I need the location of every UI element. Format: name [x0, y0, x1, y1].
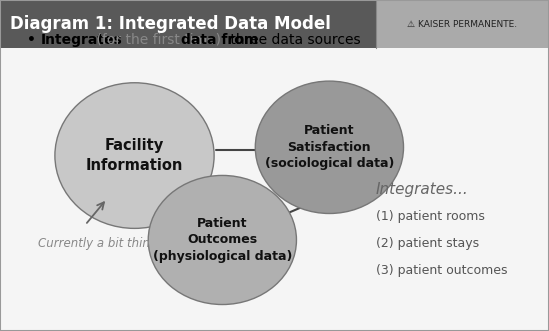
Text: Facility
Information: Facility Information — [86, 138, 183, 173]
Text: ⚠ KAISER PERMANENTE.: ⚠ KAISER PERMANENTE. — [407, 20, 517, 28]
Text: (3) patient outcomes: (3) patient outcomes — [376, 264, 508, 277]
Text: (1) patient rooms: (1) patient rooms — [376, 210, 485, 223]
Text: Integrates...: Integrates... — [376, 182, 469, 197]
Text: three data sources: three data sources — [226, 33, 361, 47]
Bar — [0, 0, 376, 48]
Text: Diagram 1: Integrated Data Model: Diagram 1: Integrated Data Model — [10, 15, 330, 33]
Text: Patient
Satisfaction
(sociological data): Patient Satisfaction (sociological data) — [265, 124, 394, 170]
Text: data from: data from — [181, 33, 259, 47]
Ellipse shape — [148, 175, 296, 305]
Ellipse shape — [255, 81, 404, 213]
Text: Currently a bit thin: Currently a bit thin — [38, 237, 150, 250]
Ellipse shape — [55, 83, 214, 228]
Text: Patient
Outcomes
(physiological data): Patient Outcomes (physiological data) — [153, 217, 292, 263]
Text: (for the first time): (for the first time) — [92, 33, 225, 47]
Bar — [376, 0, 549, 48]
Text: (2) patient stays: (2) patient stays — [376, 237, 479, 250]
Text: •: • — [27, 33, 36, 47]
Text: Integrates: Integrates — [41, 33, 123, 47]
